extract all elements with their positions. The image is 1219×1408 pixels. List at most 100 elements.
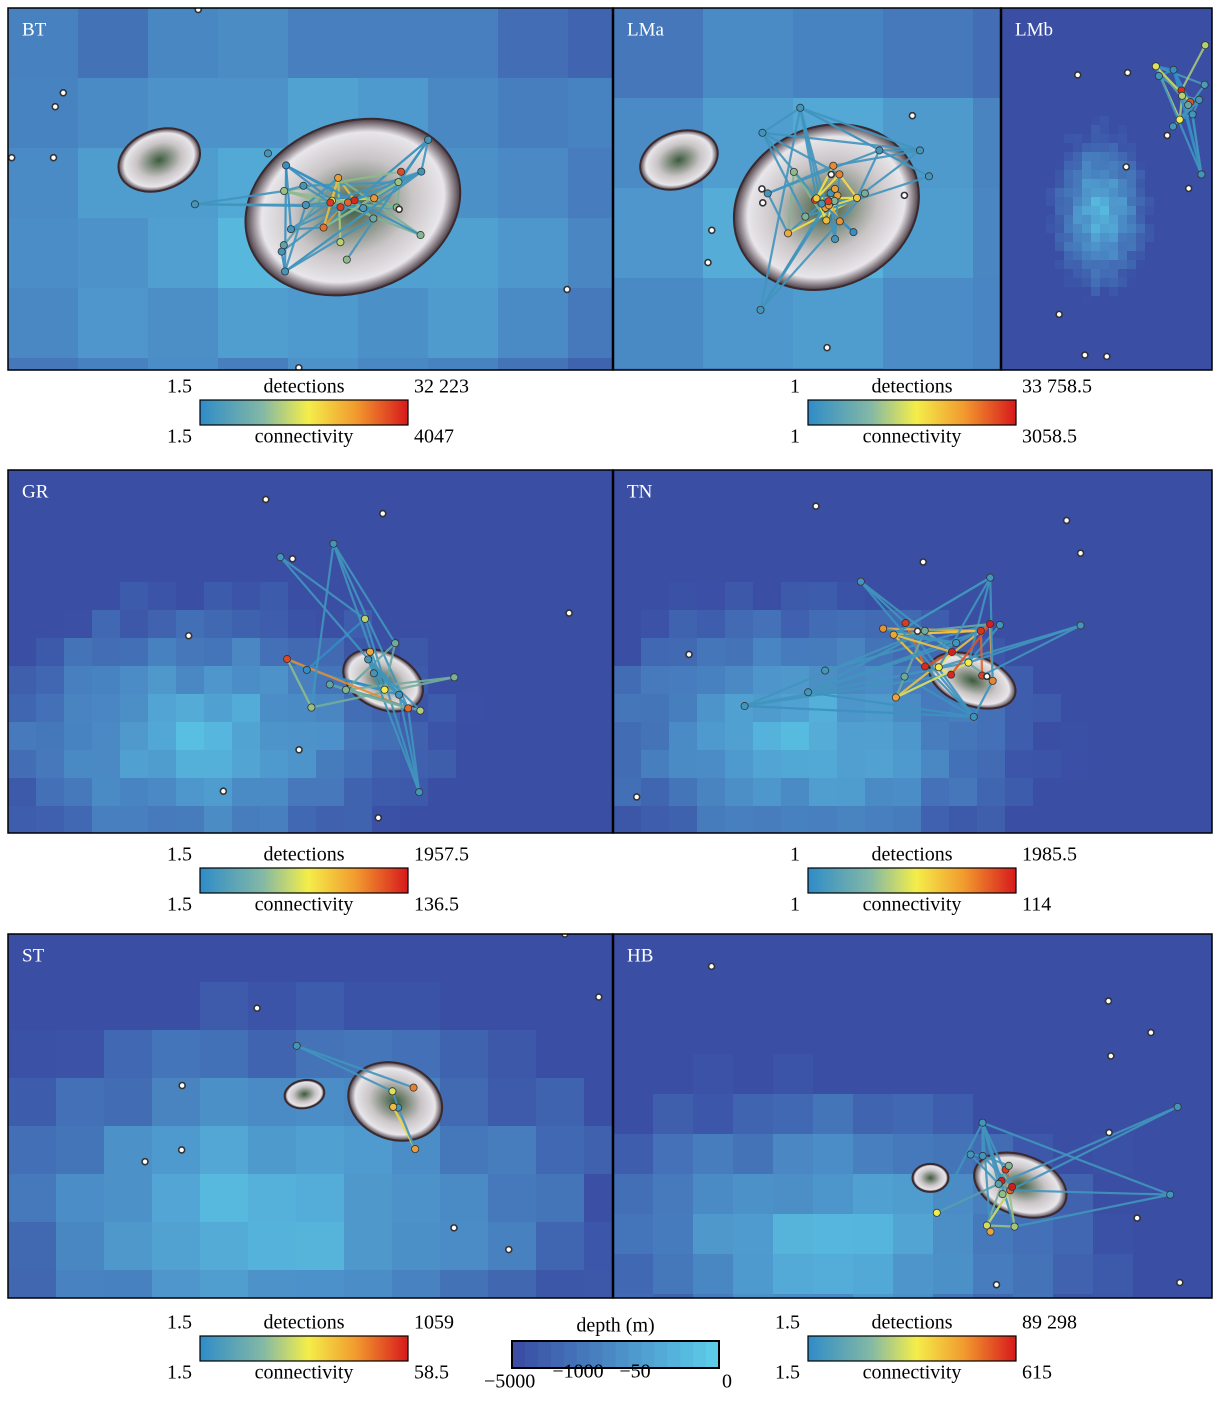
bathymetry-tile [540,722,569,751]
bathymetry-tile [1109,197,1119,207]
bathymetry-tile [1154,197,1164,207]
bathymetry-tile [669,526,698,555]
bathymetry-tile [1055,341,1065,351]
bathymetry-tile [837,750,866,779]
bathymetry-tile [613,1134,654,1175]
bathymetry-tile [1028,206,1038,216]
bathymetry-tile [1064,170,1074,180]
bathymetry-tile [1001,8,1011,18]
bathymetry-tile [248,1030,297,1079]
bathymetry-tile [176,806,205,835]
bathymetry-tile [865,694,894,723]
bathymetry-tile [1073,278,1083,288]
bathymetry-tile [428,722,457,751]
bathymetry-tile [1037,260,1047,270]
bathymetry-tile [1181,359,1191,369]
bathymetry-tile [1100,269,1110,279]
connectivity-label: connectivity [863,1362,962,1384]
bathymetry-tile [1064,314,1074,324]
receiver-node [831,185,838,192]
bathymetry-tile [613,666,642,695]
bathymetry-tile [512,498,541,527]
bathymetry-tile [8,358,79,429]
receiver-node [996,621,1003,628]
bathymetry-tile [488,1030,537,1079]
bathymetry-tile [613,554,642,583]
bathymetry-tile [1010,53,1020,63]
bathymetry-tile [1145,143,1155,153]
bathymetry-tile [813,1214,854,1255]
detections-label: detections [263,376,344,398]
bathymetry-tile [120,778,149,807]
bathymetry-tile [392,934,441,983]
bathymetry-tile [288,582,317,611]
unused-receiver [564,286,570,292]
bathymetry-tile [1145,260,1155,270]
bathymetry-tile [1208,62,1218,72]
bathymetry-tile [1064,233,1074,243]
bathymetry-tile [428,806,457,835]
bathymetry-tile [1181,170,1191,180]
bathymetry-tile [1133,1054,1174,1095]
bathymetry-tile [1109,215,1119,225]
receiver-node [366,648,373,655]
bathymetry-tile [1199,287,1209,297]
bathymetry-tile [733,1174,774,1215]
bathymetry-tile [1028,134,1038,144]
bathymetry-tile [148,750,177,779]
bathymetry-tile [1136,44,1146,54]
bathymetry-tile [1136,188,1146,198]
bathymetry-tile [372,498,401,527]
bathymetry-tile [753,498,782,527]
bathymetry-tile [1145,197,1155,207]
bathymetry-tile [893,554,922,583]
receiver-node [876,147,883,154]
bathymetry-tile [1091,35,1101,45]
receiver-node [921,663,928,670]
bathymetry-tile [1118,35,1128,45]
bathymetry-tile [1013,1014,1054,1055]
bathymetry-tile [1173,666,1202,695]
bathymetry-tile [1145,350,1155,360]
map-panel [8,7,639,429]
bathymetry-tile [1127,89,1137,99]
bathymetry-tile [1019,224,1029,234]
bathymetry-tile [1172,8,1182,18]
bathymetry-tile [204,722,233,751]
unused-receiver [596,994,602,1000]
bathymetry-tile [1064,305,1074,315]
bathymetry-tile [1208,188,1218,198]
receiver-node [303,666,310,673]
bathymetry-tile [1208,224,1218,234]
receiver-node [1196,96,1203,103]
bathymetry-tile [1173,610,1202,639]
receiver-node [392,640,399,647]
bathymetry-tile [1145,188,1155,198]
bathymetry-tile [1028,80,1038,90]
bathymetry-tile [456,470,485,499]
receiver-node [880,625,887,632]
bathymetry-tile [92,470,121,499]
bathymetry-tile [1046,89,1056,99]
bathymetry-tile [1172,314,1182,324]
bathymetry-tile [1037,143,1047,153]
bathymetry-tile [1010,242,1020,252]
bathymetry-tile [1055,152,1065,162]
bathymetry-tile [1019,62,1029,72]
bathymetry-tile [1145,498,1174,527]
bathymetry-tile [1061,806,1090,835]
bathymetry-tile [853,1134,894,1175]
bathymetry-tile [1100,161,1110,171]
depth-step [512,1341,525,1368]
receiver-node [365,656,372,663]
bathymetry-tile [1127,8,1137,18]
bathymetry-tile [400,610,429,639]
bathymetry-tile [1046,80,1056,90]
bathymetry-tile [1172,269,1182,279]
bathymetry-tile [1190,278,1200,288]
bathymetry-tile [428,8,499,79]
unused-receiver [186,633,192,639]
bathymetry-tile [1136,8,1146,18]
bathymetry-tile [641,638,670,667]
bathymetry-tile [1010,170,1020,180]
